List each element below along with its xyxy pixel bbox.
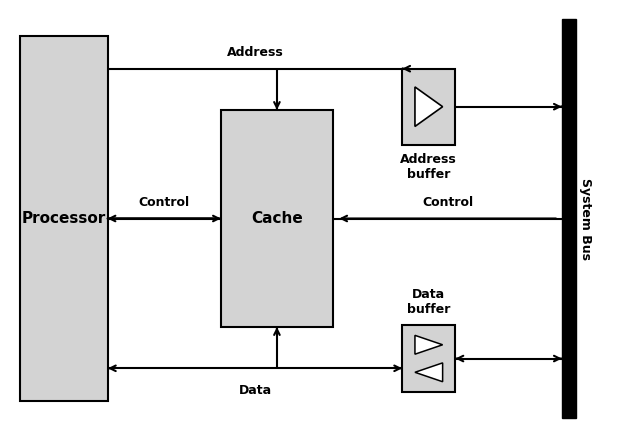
Text: Processor: Processor (22, 211, 106, 226)
Text: Cache: Cache (251, 211, 303, 226)
Text: Data
buffer: Data buffer (407, 288, 450, 316)
Text: Data: Data (238, 384, 272, 396)
Text: Control: Control (138, 196, 190, 209)
Bar (402, 69, 455, 145)
Polygon shape (415, 363, 443, 382)
Text: System Bus: System Bus (579, 177, 592, 260)
Text: Address: Address (226, 46, 284, 59)
Bar (221, 110, 333, 327)
Polygon shape (415, 335, 443, 354)
Text: Control: Control (422, 196, 473, 209)
Text: Address
buffer: Address buffer (401, 153, 457, 181)
Bar (402, 325, 455, 392)
Bar (562, 19, 576, 418)
Polygon shape (415, 87, 443, 126)
Bar (20, 36, 108, 401)
